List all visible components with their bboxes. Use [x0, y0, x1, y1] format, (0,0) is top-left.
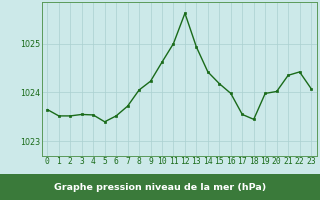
Text: Graphe pression niveau de la mer (hPa): Graphe pression niveau de la mer (hPa) [54, 182, 266, 192]
